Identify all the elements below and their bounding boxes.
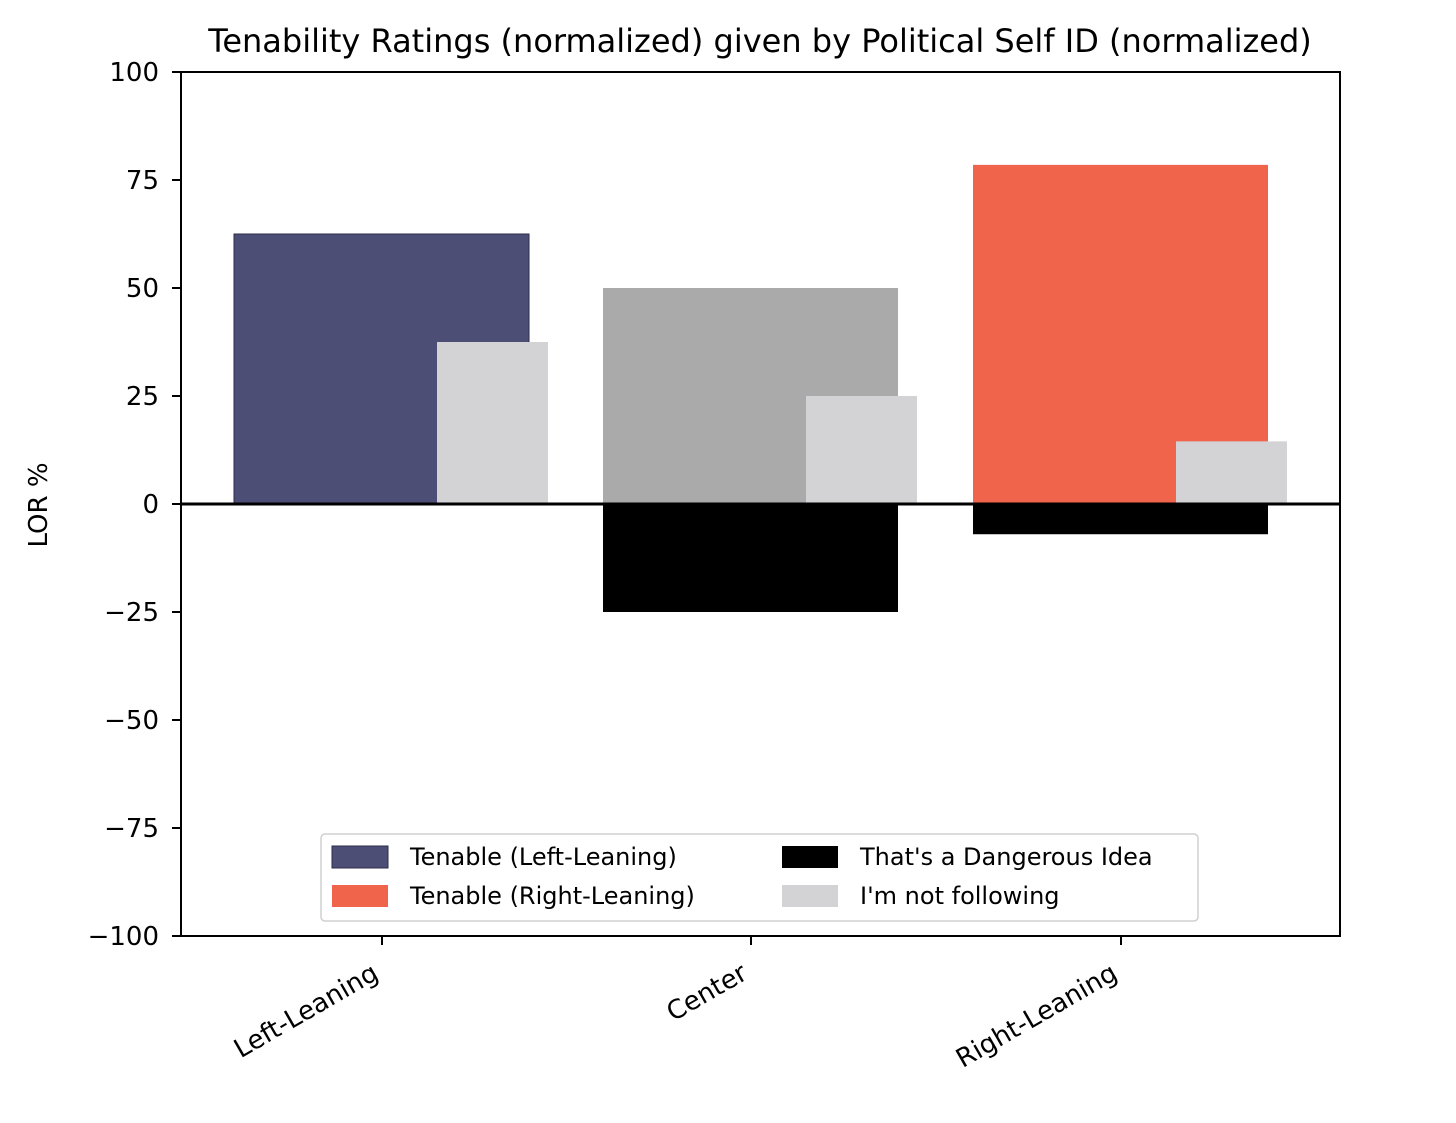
chart-title: Tenability Ratings (normalized) given by…: [207, 22, 1312, 60]
bar-dangerous-right-leaning: [973, 504, 1268, 535]
bar-not-following-right-leaning: [1176, 441, 1287, 504]
legend-swatch: [332, 885, 388, 907]
legend-swatch: [331, 845, 389, 869]
x-tick-label: Center: [662, 958, 753, 1028]
legend-label: Tenable (Left-Leaning): [409, 843, 677, 871]
bars-layer: [233, 164, 1287, 612]
y-tick-label: 50: [126, 274, 159, 304]
legend-label: Tenable (Right-Leaning): [409, 882, 695, 910]
y-tick-label: −100: [88, 922, 159, 952]
legend-swatch: [782, 846, 838, 868]
y-tick-label: −50: [104, 706, 159, 736]
y-tick-label: 100: [109, 58, 159, 88]
legend: Tenable (Left-Leaning) That's a Dangerous…: [320, 833, 1199, 922]
legend-box: [320, 833, 1199, 922]
y-tick-label: −75: [104, 814, 159, 844]
y-tick-label: 0: [142, 490, 159, 520]
bar-dangerous-center: [603, 504, 898, 612]
y-tick-label: 75: [126, 166, 159, 196]
legend-label: I'm not following: [860, 882, 1060, 910]
y-tick-label: −25: [104, 598, 159, 628]
legend-swatch: [782, 885, 838, 907]
y-tick-label: 25: [126, 382, 159, 412]
y-axis-label: LOR %: [24, 462, 54, 547]
x-tick-label: Left-Leaning: [229, 958, 383, 1064]
bar-not-following-center: [806, 396, 917, 504]
x-tick-label: Right-Leaning: [951, 958, 1122, 1074]
legend-label: That's a Dangerous Idea: [859, 843, 1153, 871]
bar-not-following-left-leaning: [437, 342, 548, 504]
